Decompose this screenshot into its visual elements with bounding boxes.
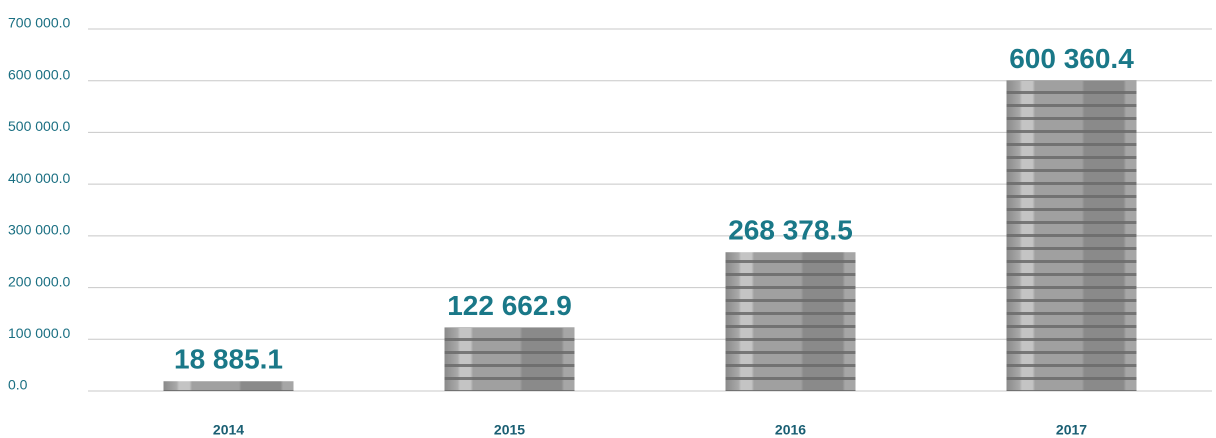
value-label: 600 360.4 — [1009, 43, 1134, 74]
y-tick-label: 500 000.0 — [8, 118, 70, 134]
y-tick-label: 300 000.0 — [8, 222, 70, 238]
bar — [726, 252, 856, 391]
y-tick-label: 100 000.0 — [8, 325, 70, 341]
bar — [164, 381, 294, 391]
y-tick-label: 400 000.0 — [8, 170, 70, 186]
value-label: 122 662.9 — [447, 290, 572, 321]
bar — [445, 328, 575, 391]
y-tick-label: 600 000.0 — [8, 66, 70, 82]
y-tick-label: 200 000.0 — [8, 273, 70, 289]
bar — [1007, 81, 1137, 391]
value-label: 18 885.1 — [174, 344, 283, 375]
value-label: 268 378.5 — [728, 215, 853, 246]
x-tick-label: 2017 — [1056, 422, 1087, 438]
chart: 0.0 100 000.0 200 000.0 300 000.0 400 000.0 5… — [0, 0, 1216, 438]
y-tick-label: 0.0 — [8, 377, 28, 393]
x-tick-label: 2016 — [775, 422, 806, 438]
x-tick-label: 2015 — [494, 422, 525, 438]
y-tick-label: 700 000.0 — [8, 15, 70, 31]
x-tick-label: 2014 — [213, 422, 244, 438]
